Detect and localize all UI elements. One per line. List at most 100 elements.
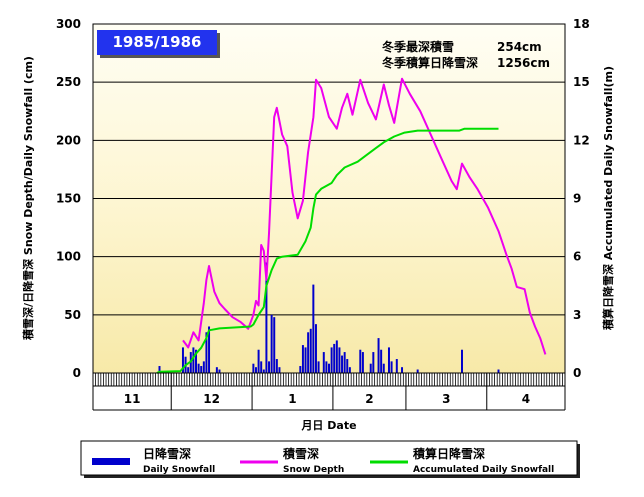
month-label: 1 — [288, 392, 296, 406]
right-tick-label: 18 — [573, 17, 590, 31]
snowfall-bar — [197, 363, 200, 373]
snowfall-bar — [330, 347, 333, 373]
right-tick-label: 12 — [573, 133, 590, 147]
snowfall-bar — [270, 314, 273, 373]
right-axis-label: 積算日降雪深 Accumulated Daily Snowfall(m) — [601, 66, 615, 331]
snowfall-bar — [278, 367, 281, 373]
snowfall-bar — [262, 369, 265, 373]
right-tick-label: 3 — [573, 308, 581, 322]
left-tick-label: 300 — [56, 17, 81, 31]
snowfall-bar — [343, 352, 346, 373]
snowfall-bar — [299, 366, 302, 373]
snowfall-bar — [328, 363, 330, 373]
daily-snowfall-bars — [158, 262, 500, 373]
snowfall-bar — [181, 347, 184, 373]
snowfall-bar — [187, 367, 190, 373]
legend-accum-jp: 積算日降雪深 — [412, 446, 485, 461]
snowfall-bar — [395, 359, 398, 373]
snowfall-bar — [202, 361, 205, 373]
left-tick-label: 250 — [56, 75, 81, 89]
left-tick-label: 100 — [56, 250, 81, 264]
total-snowfall-value: 1256cm — [497, 56, 550, 70]
snowfall-bar — [377, 338, 380, 373]
snowfall-bar — [341, 355, 344, 373]
snowfall-bar — [192, 347, 195, 373]
season-box — [97, 30, 217, 55]
snowfall-bar — [195, 349, 197, 373]
snowfall-bar — [416, 369, 419, 373]
snowfall-bar — [372, 352, 375, 373]
legend-swatch-daily — [92, 458, 130, 465]
snowfall-bar — [333, 343, 336, 373]
accumulated-snowfall-line — [156, 127, 499, 374]
snowfall-bar — [205, 332, 208, 373]
snowfall-bar — [265, 262, 268, 373]
left-tick-label: 150 — [56, 192, 81, 206]
snowfall-bar — [346, 359, 349, 373]
snowfall-bar — [273, 317, 276, 373]
snowfall-bar — [359, 349, 362, 373]
grid-lines — [93, 81, 565, 316]
left-axis-ticks: 0 50 100 150 200 250 300 — [56, 17, 81, 380]
snowfall-bar — [380, 349, 383, 373]
season-label: 1985/1986 — [113, 33, 202, 51]
snowfall-bar — [314, 324, 317, 373]
snowfall-bar — [348, 367, 351, 373]
snowfall-bar — [325, 361, 328, 373]
series-lines — [156, 77, 547, 374]
snowfall-bar — [260, 361, 263, 373]
snowfall-bar — [361, 352, 364, 373]
snowfall-bar — [387, 347, 390, 373]
snowfall-bar — [497, 369, 500, 373]
snowfall-bar — [200, 366, 203, 373]
right-tick-label: 15 — [573, 75, 590, 89]
snowfall-bar — [322, 352, 325, 373]
month-label: 11 — [124, 392, 141, 406]
max-depth-label: 冬季最深積雪 — [382, 39, 454, 54]
snowfall-bar — [369, 363, 372, 373]
x-axis-label: 月日 Date — [300, 419, 356, 432]
snowfall-bar — [312, 284, 315, 373]
legend-daily-en: Daily Snowfall — [143, 465, 215, 475]
snowfall-bar — [317, 361, 320, 373]
snowfall-bar — [268, 361, 271, 373]
x-axis: 11 12 1 2 3 4 — [92, 373, 566, 411]
snowfall-bar — [252, 363, 255, 373]
legend-depth-jp: 積雪深 — [282, 446, 319, 461]
legend-frame — [80, 440, 578, 476]
total-snowfall-label: 冬季積算日降雪深 — [382, 55, 478, 70]
snowfall-bar — [307, 332, 310, 373]
legend-daily-jp: 日降雪深 — [143, 446, 191, 461]
right-axis-ticks: 0 3 6 9 12 15 18 — [573, 17, 590, 380]
snowfall-bar — [301, 345, 304, 373]
month-label: 3 — [442, 392, 450, 406]
legend: 日降雪深 Daily Snowfall 積雪深 Snow Depth 積算日降雪… — [80, 440, 580, 478]
left-tick-label: 200 — [56, 133, 81, 147]
legend-depth-en: Snow Depth — [283, 465, 344, 475]
plot-frame — [92, 23, 566, 374]
snowfall-bar — [338, 347, 341, 373]
snowfall-bar — [215, 367, 218, 373]
snowfall-bar — [254, 367, 257, 373]
snowfall-bar — [208, 326, 211, 373]
month-label: 2 — [365, 392, 373, 406]
right-tick-label: 9 — [573, 192, 581, 206]
left-axis-label: 積雪深/日降雪深 Snow Depth/Daily Snowfall (cm) — [21, 56, 35, 341]
max-depth-value: 254cm — [497, 40, 542, 54]
snowfall-bar — [309, 328, 312, 373]
right-tick-label: 6 — [573, 250, 581, 264]
snowfall-bar — [218, 369, 221, 373]
month-label: 4 — [522, 392, 530, 406]
snowfall-bar — [158, 366, 161, 373]
left-tick-label: 50 — [64, 308, 81, 322]
snowfall-bar — [461, 349, 463, 373]
month-label: 12 — [203, 392, 220, 406]
snow-depth-line — [182, 77, 547, 355]
snowfall-bar — [382, 363, 385, 373]
snowfall-bar — [275, 359, 278, 373]
snowfall-bar — [390, 361, 393, 373]
left-tick-label: 0 — [73, 366, 81, 380]
snowfall-bar — [401, 367, 404, 373]
